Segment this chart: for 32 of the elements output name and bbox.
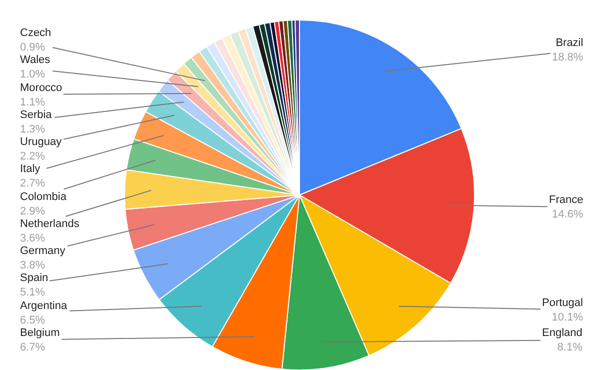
slice-label: Portugal	[542, 297, 583, 309]
slice-label: Serbia	[20, 109, 53, 121]
slice-label: France	[549, 194, 584, 206]
data-label: 3.8%	[20, 259, 46, 272]
slice-label: Argentina	[20, 300, 68, 312]
slice-label: Colombia	[20, 191, 68, 203]
data-label: 1.1%	[20, 96, 46, 108]
slice-label: England	[542, 327, 582, 339]
slice-label: Wales	[20, 54, 51, 66]
data-label: 2.7%	[20, 177, 46, 190]
slice-label: Belgium	[20, 327, 60, 339]
slice-label: Czech	[20, 27, 52, 39]
slice-label: Spain	[20, 272, 48, 284]
data-label: 0.9%	[20, 41, 46, 54]
slice-label: Italy	[20, 163, 41, 175]
data-label: 2.2%	[20, 150, 46, 162]
slice-label: Brazil	[556, 37, 584, 49]
slice-label: Uruguay	[20, 136, 62, 148]
slice-label: Netherlands	[20, 218, 80, 230]
data-label: 10.1%	[552, 311, 584, 324]
slice-label: Morocco	[20, 82, 62, 94]
data-label: 1.3%	[20, 123, 46, 136]
data-label: 18.8%	[552, 51, 584, 64]
data-label: 2.9%	[20, 205, 46, 218]
data-label: 1.0%	[20, 68, 46, 80]
slice-label: Germany	[20, 245, 66, 257]
data-label: 8.1%	[557, 341, 583, 354]
data-label: 3.6%	[20, 232, 46, 244]
data-label: 6.5%	[20, 314, 46, 326]
data-label: 14.6%	[552, 208, 584, 220]
data-label: 5.1%	[20, 286, 46, 298]
data-label: 6.7%	[20, 341, 46, 354]
